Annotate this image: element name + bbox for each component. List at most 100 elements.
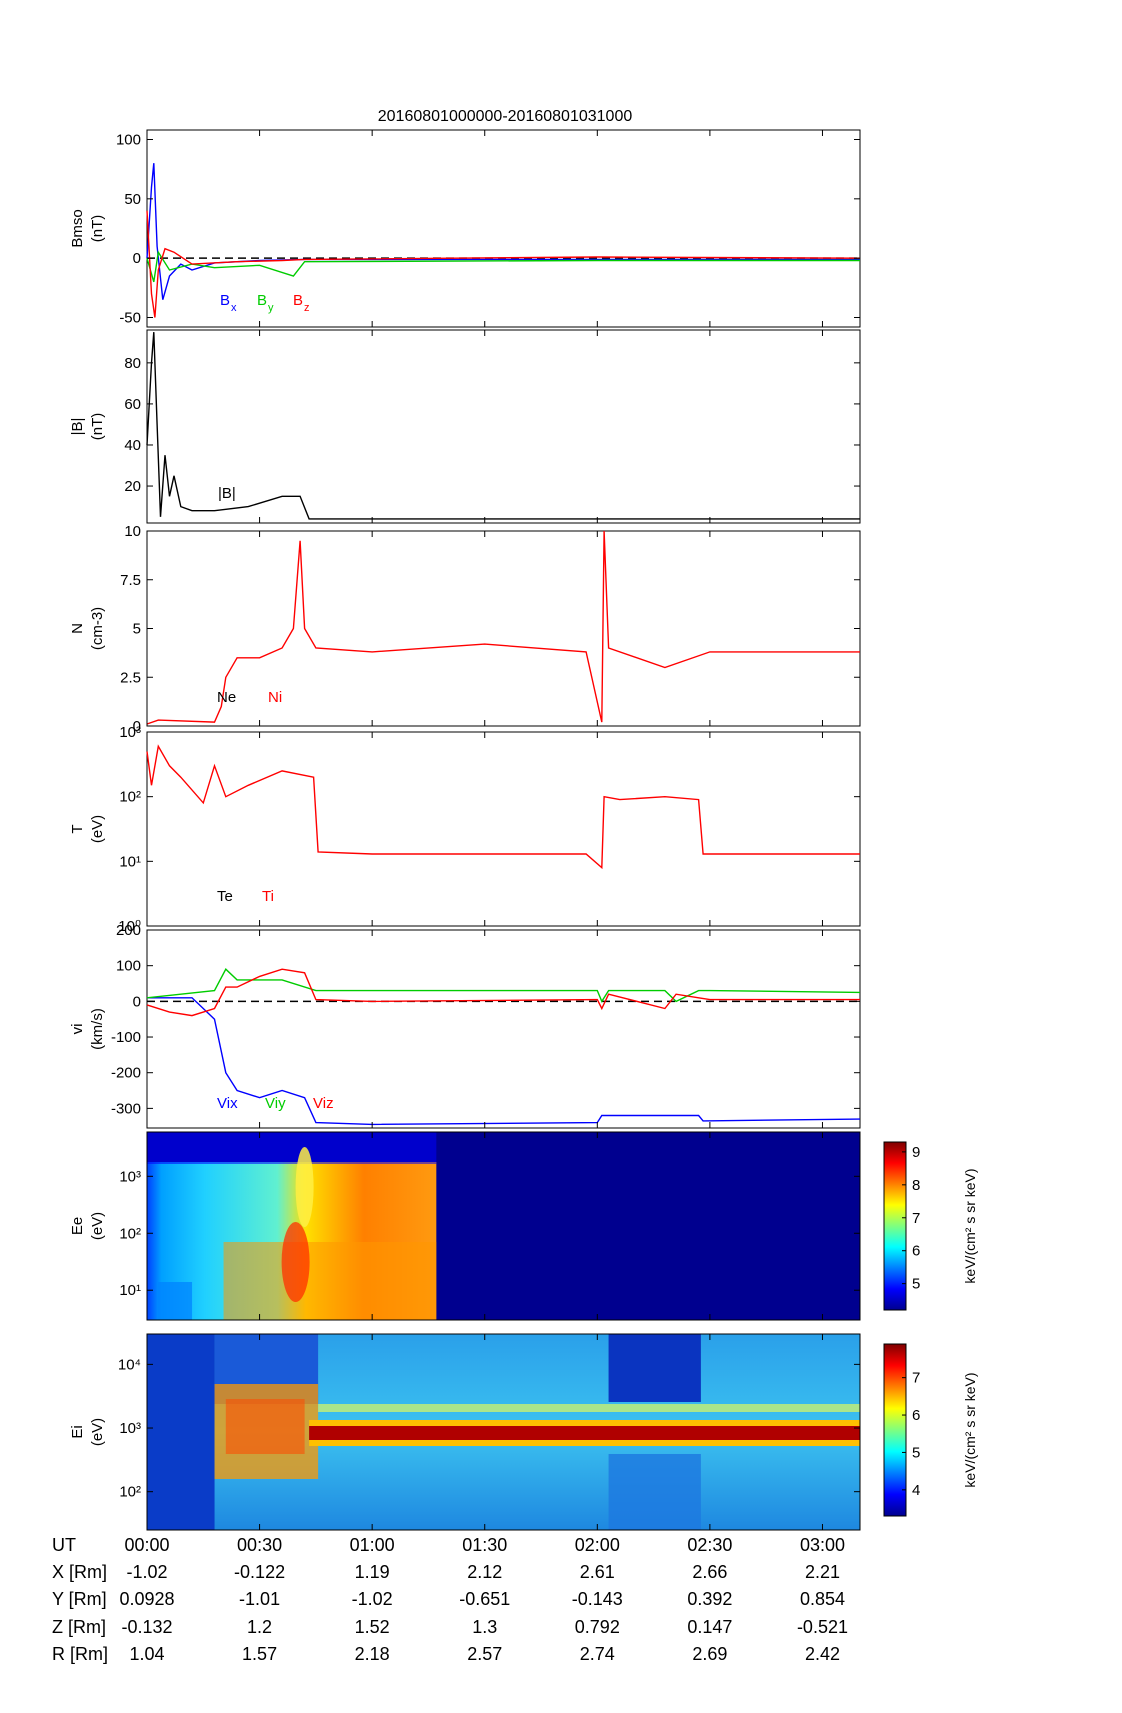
xtick-label: 00:30 [237,1535,282,1555]
ephem-value: 2.66 [692,1562,727,1582]
ytick-label: 60 [124,396,141,413]
ephem-value: 2.69 [692,1644,727,1664]
series-line-btot-0 [146,332,860,520]
ephem-value: -1.02 [352,1589,393,1609]
ephem-value: 2.61 [580,1562,615,1582]
colorbar-tick-label: 5 [912,1444,920,1461]
series-line-dens-0 [146,530,860,725]
xtick-label: 01:00 [350,1535,395,1555]
ei-early-low [147,1334,215,1530]
colorbar-ei [883,1343,907,1517]
xtick-label: 01:30 [462,1535,507,1555]
ephem-row-label: Y [Rm] [52,1589,107,1609]
series-line-vel-0 [147,997,861,1126]
xtick-label: 03:00 [800,1535,845,1555]
panel-ee: 9 8 7 6 5 keV/(cm² s sr keV) 10³ 10² 10¹ Ee (eV) [69,1131,978,1321]
ytick-label: 200 [116,922,141,939]
ei-lower-dark-2 [608,1454,701,1530]
ytick-label: 10² [119,1484,141,1501]
ee-peak [281,1222,310,1302]
legend-dens-0: Ne [217,689,236,706]
legend-btot-0: |B| [218,485,236,502]
ephem-value: 1.52 [355,1617,390,1637]
colorbar-label: keV/(cm² s sr keV) [962,1372,978,1487]
colorbar-tick-label: 5 [912,1276,920,1293]
colorbar-label: keV/(cm² s sr keV) [962,1168,978,1283]
ytick-label: 10 [124,523,141,540]
xtick-label: 00:00 [124,1535,169,1555]
ytick-label: -50 [119,310,141,327]
ei-hot-core [225,1399,305,1454]
legend-temp-1: Ti [262,888,274,905]
ephem-value: 1.2 [247,1617,272,1637]
yunit-temp: (eV) [89,815,106,843]
legend-bmso-2: B [293,292,303,309]
yunit-ee: (eV) [89,1212,106,1240]
series-line-vel-2 [146,968,860,1017]
legend-sub-bmso-1: y [268,302,274,314]
ylabel-bmso: Bmso [69,209,86,247]
ee-early-gap [158,1282,193,1320]
legend-vel-1: Viy [265,1095,286,1112]
panel-dens: Ne Ni 10 7.5 5 2.5 0 N (cm-3) [69,523,861,735]
ephem-value: 0.392 [687,1589,732,1609]
ytick-label: 10⁰ [118,918,141,935]
legend-vel-2: Viz [313,1095,334,1112]
ephem-value: 2.42 [805,1644,840,1664]
series-line-bmso-2 [146,210,861,318]
legend-dens-1: Ni [268,689,282,706]
ytick-label: 50 [124,191,141,208]
yunit-ei: (eV) [89,1418,106,1446]
ephem-value: -0.143 [572,1589,623,1609]
axis-box-temp [146,731,861,927]
yunit-dens: (cm-3) [89,607,106,650]
ephem-value: 1.57 [242,1644,277,1664]
ylabel-ei: Ei [69,1425,86,1438]
ephem-row-label: UT [52,1535,76,1555]
ytick-label: -100 [111,1029,141,1046]
colorbar-tick-label: 8 [912,1177,920,1194]
ephem-value: 1.3 [472,1617,497,1637]
panel-vel: Vix Viy Viz 200 100 0 -100 -200 -300 vi (km/s) [69,922,861,1129]
xtick-label: 02:30 [687,1535,732,1555]
ytick-label: 10³ [119,724,141,741]
legend-bmso-0: B [220,292,230,309]
ee-low-energy-band [223,1242,437,1320]
ephem-value: 2.57 [467,1644,502,1664]
ytick-label: 20 [124,478,141,495]
ytick-label: 40 [124,437,141,454]
axis-box-ei [146,1333,861,1531]
legend-vel-0: Vix [217,1095,238,1112]
ee-high-energy-band [147,1132,437,1164]
ephem-value: 1.04 [129,1644,164,1664]
ephem-value: 0.147 [687,1617,732,1637]
legend-temp-0: Te [217,888,233,905]
legend-bmso-1: B [257,292,267,309]
colorbar-ee [883,1141,907,1311]
axis-box-dens [146,530,861,727]
series-line-temp-0 [146,744,860,870]
xtick-label: 02:00 [575,1535,620,1555]
ephem-value: -0.651 [459,1589,510,1609]
ephem-row-label: R [Rm] [52,1644,108,1664]
ephem-row-label: X [Rm] [52,1562,107,1582]
ytick-label: 10¹ [119,1282,141,1299]
ylabel-temp: T [69,824,86,833]
ephem-value: 2.74 [580,1644,615,1664]
ephemeris-table: UT 00:00 00:30 01:00 01:30 02:00 02:30 03:00 X [… [52,1535,848,1664]
ytick-label: 0 [133,718,141,735]
ephem-value: 2.12 [467,1562,502,1582]
ylabel-vel: vi [69,1024,86,1035]
ytick-label: 80 [124,355,141,372]
ytick-label: 7.5 [120,572,141,589]
ylabel-dens: N [69,623,86,634]
yunit-vel: (km/s) [89,1008,106,1050]
colorbar-tick-label: 4 [912,1482,920,1499]
ytick-label: 0 [133,250,141,267]
colorbar-tick-label: 6 [912,1407,920,1424]
colorbar-tick-label: 9 [912,1144,920,1161]
ephem-value: 1.19 [355,1562,390,1582]
panel-temp: Te Ti 10³ 10² 10¹ 10⁰ T (eV) [69,724,861,935]
